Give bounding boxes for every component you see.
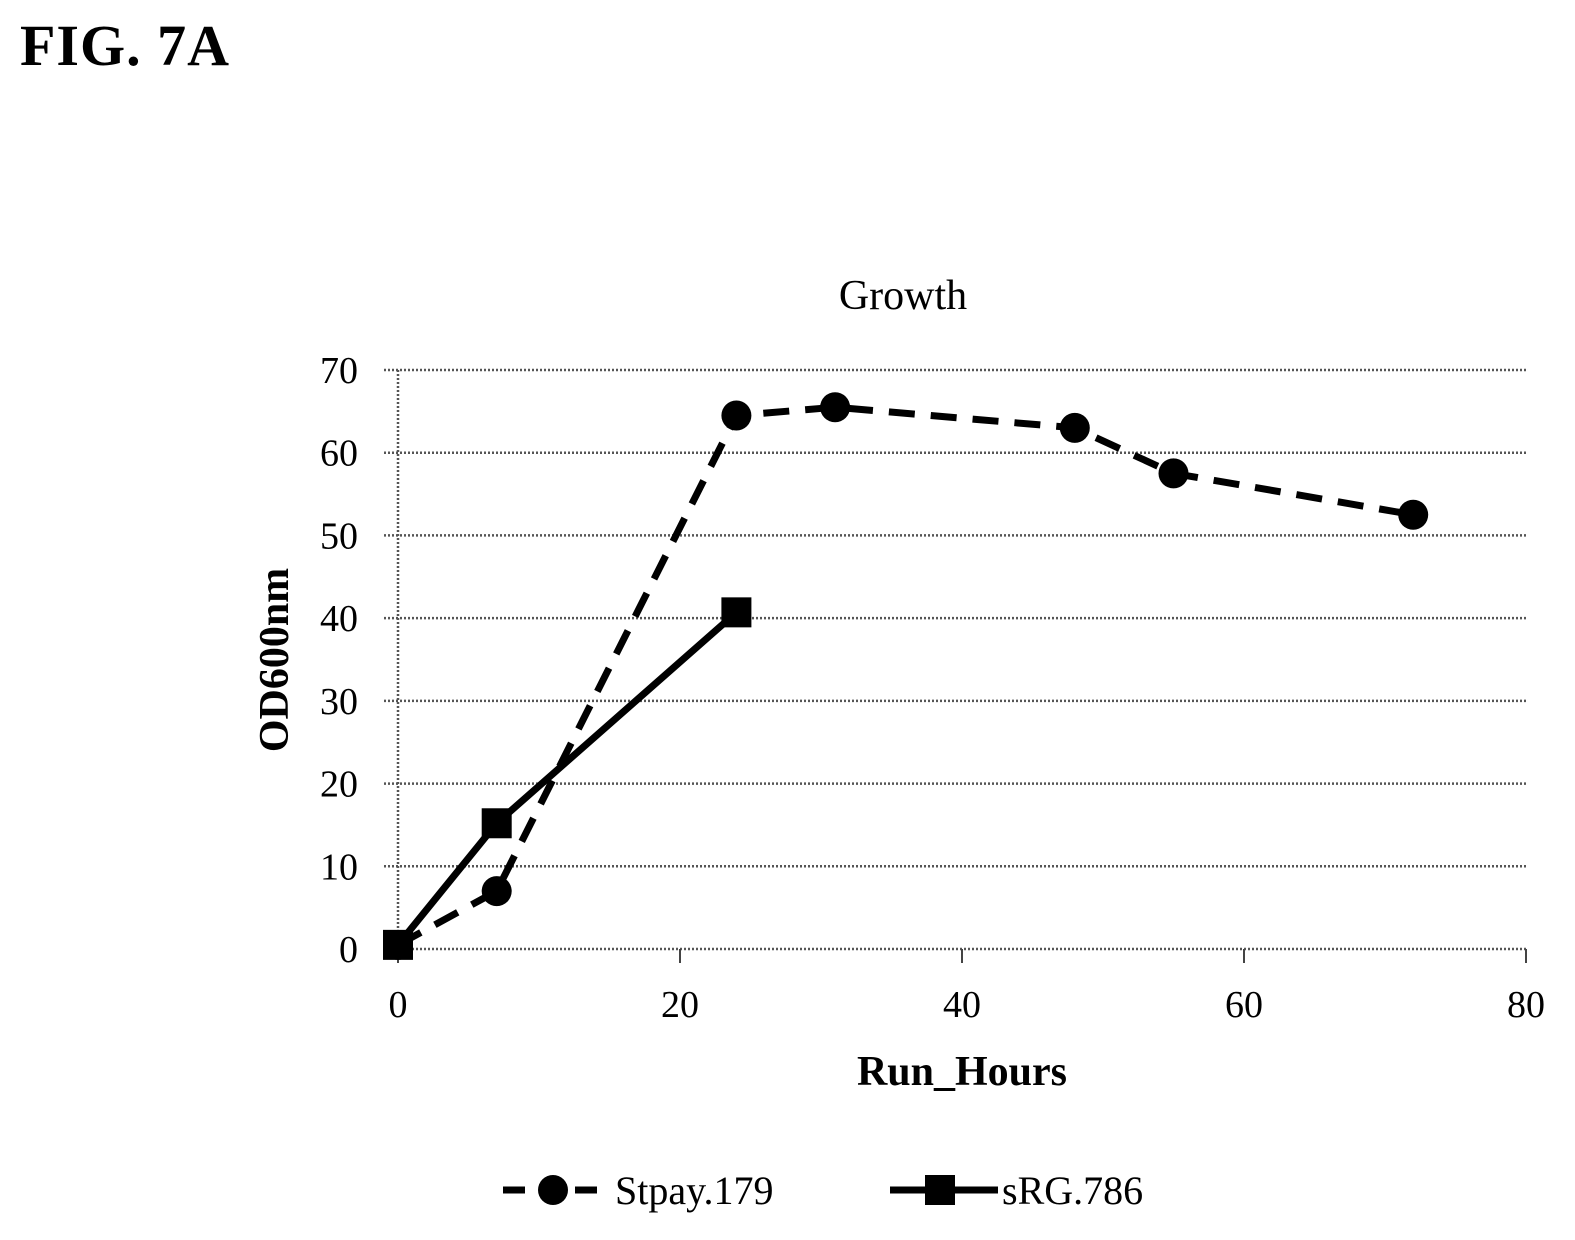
grid-lines	[384, 368, 1526, 868]
y-tick-label: 70	[320, 350, 358, 392]
y-axis-title: OD600nm	[252, 568, 298, 752]
data-point-square	[481, 808, 512, 839]
y-tick-label: 10	[320, 846, 358, 888]
y-tick-label: 30	[320, 681, 358, 723]
y-tick-label: 0	[339, 929, 358, 971]
x-tick-label: 20	[661, 984, 699, 1026]
y-tick-label: 40	[320, 598, 358, 640]
legend-label: sRG.786	[1002, 1168, 1143, 1213]
data-point-circle	[481, 876, 512, 907]
y-tick-label: 60	[320, 433, 358, 475]
x-tick-label: 0	[389, 984, 408, 1026]
x-tick-label: 80	[1507, 984, 1545, 1026]
legend-item: sRG.786	[890, 1168, 1143, 1213]
legend: Stpay.179 sRG.786	[503, 1168, 1143, 1213]
data-point-square	[383, 929, 413, 960]
data-point-square	[721, 597, 752, 628]
axes: 0 10 20 30 40 50 60 70 0 20 40 60 80	[320, 350, 1545, 1026]
data-point-circle	[1398, 499, 1429, 530]
data-point-circle	[721, 400, 752, 431]
series-line-srg-786	[395, 609, 739, 948]
x-tick-label: 60	[1225, 984, 1263, 1026]
x-tick-label: 40	[943, 984, 981, 1026]
series-plot-area	[383, 392, 1429, 960]
series-line-stpay-179	[396, 403, 1414, 948]
legend-marker-square	[925, 1175, 955, 1205]
x-axis-title: Run_Hours	[857, 1049, 1067, 1095]
y-tick-label: 20	[320, 764, 358, 806]
data-point-circle	[1158, 458, 1189, 489]
legend-item: Stpay.179	[503, 1168, 774, 1213]
chart-title: Growth	[839, 273, 967, 319]
legend-label: Stpay.179	[615, 1168, 774, 1213]
data-point-circle	[820, 392, 851, 423]
data-point-circle	[1059, 412, 1090, 443]
figure-label: FIG. 7A	[20, 13, 230, 78]
legend-marker-circle	[538, 1175, 568, 1205]
y-tick-label: 50	[320, 515, 358, 557]
